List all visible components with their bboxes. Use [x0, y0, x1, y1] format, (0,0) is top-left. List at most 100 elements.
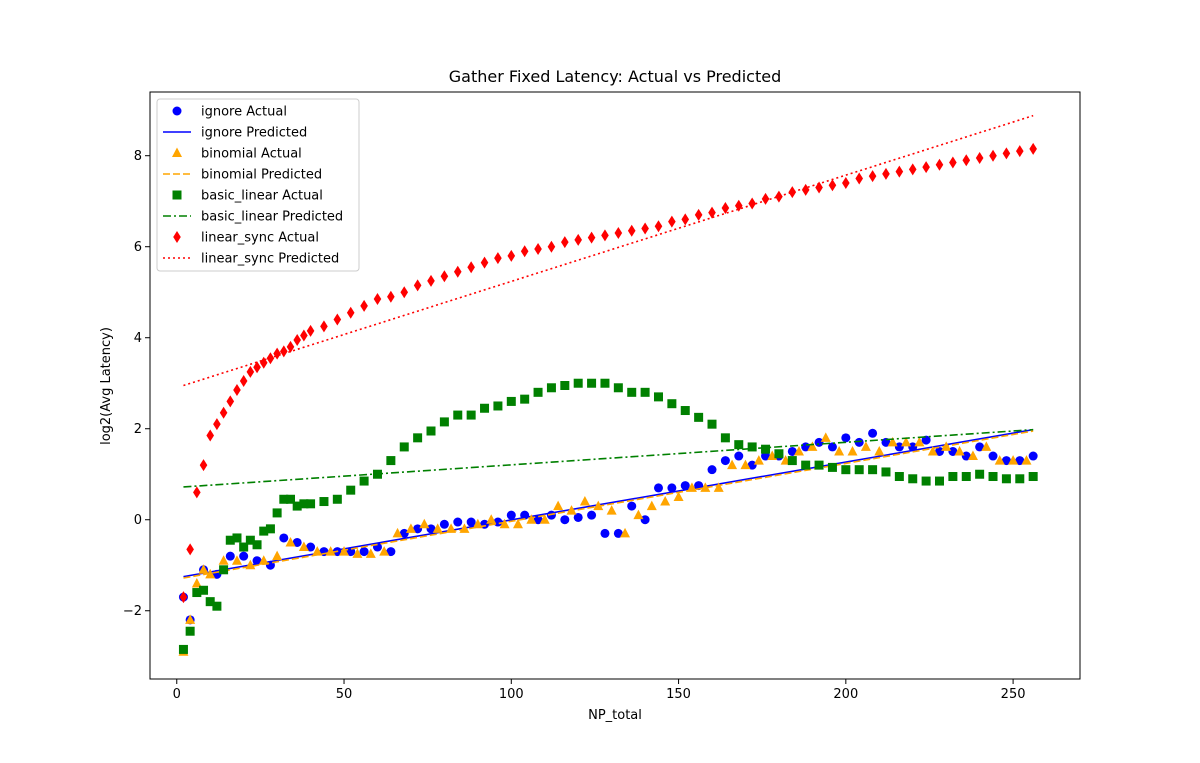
ignore-actual-point — [948, 446, 958, 456]
binomial-actual-point — [365, 548, 376, 558]
binomial-actual-point — [1008, 455, 1019, 465]
binomial-actual-point — [994, 455, 1005, 465]
linear-sync-predicted-series — [183, 114, 1034, 387]
linear-sync-actual-point — [373, 293, 382, 306]
ignore-actual-point — [560, 515, 570, 525]
basic-linear-actual-point — [694, 412, 704, 422]
ignore-actual-point — [439, 519, 449, 529]
y-tick-label: 2 — [134, 422, 142, 437]
linear-sync-actual-point — [601, 229, 609, 242]
legend-label: binomial Actual — [201, 147, 302, 162]
linear-sync-actual-point — [949, 156, 957, 169]
binomial-actual-point — [727, 459, 738, 470]
binomial-actual-point — [405, 523, 416, 533]
ignore-actual-point — [587, 510, 597, 520]
basic-linear-actual-point — [948, 472, 958, 482]
linear-sync-actual-point — [494, 252, 502, 265]
binomial-actual-point — [633, 509, 644, 520]
linear-sync-actual-point — [989, 149, 997, 162]
ignore-actual-point — [734, 451, 744, 461]
basic-linear-actual-point — [413, 433, 423, 443]
basic-linear-actual-point — [439, 417, 449, 427]
linear-sync-actual-point — [193, 486, 201, 499]
binomial-actual-point — [298, 541, 309, 552]
linear-sync-actual-point — [694, 208, 703, 221]
ignore-actual-point — [868, 428, 878, 438]
linear-sync-actual-point — [882, 167, 890, 180]
linear-sync-actual-point — [206, 429, 215, 442]
binomial-actual-point — [566, 505, 577, 515]
linear-sync-actual-point — [226, 395, 235, 408]
linear-sync-actual-point — [614, 227, 623, 240]
ignore-actual-point — [292, 537, 302, 547]
basic-linear-predicted-line — [183, 428, 1034, 488]
basic-linear-actual-point — [613, 383, 623, 393]
ignore-actual-point — [814, 437, 824, 447]
legend-entry-linear-sync-predicted: linear_sync Predicted — [163, 252, 339, 267]
ignore-actual-point — [506, 510, 516, 520]
basic-linear-actual-point — [453, 410, 463, 420]
ignore-actual-point — [988, 451, 998, 461]
basic-linear-actual-point — [225, 535, 235, 545]
binomial-actual-point — [820, 432, 831, 442]
plot-frame — [149, 91, 1081, 680]
legend-entry-basic-linear-predicted: basic_linear Predicted — [163, 210, 343, 225]
basic-linear-actual-point — [881, 467, 891, 477]
binomial-predicted-series — [183, 430, 1034, 579]
basic-linear-actual-point — [827, 462, 837, 472]
binomial-actual-point — [579, 496, 590, 506]
linear-sync-actual-point — [239, 374, 248, 387]
linear-sync-actual-point — [962, 154, 971, 167]
legend-label: linear_sync Predicted — [201, 252, 339, 267]
y-tick-label: 8 — [134, 149, 142, 164]
basic-linear-actual-point — [1001, 474, 1011, 484]
linear-sync-actual-point — [346, 306, 355, 319]
axis-ticks: 0 50 100 150 200 250 −2 0 2 4 6 8 — [123, 149, 1026, 702]
binomial-actual-point — [834, 445, 845, 456]
legend-label: ignore Actual — [201, 105, 287, 120]
y-axis-label: log2(Avg Latency) — [99, 327, 114, 445]
ignore-actual-point — [225, 551, 235, 561]
basic-linear-actual-point — [894, 472, 904, 482]
legend-entry-ignore-predicted: ignore Predicted — [163, 126, 307, 141]
linear-sync-actual-point — [286, 340, 295, 353]
legend-label: basic_linear Predicted — [201, 210, 343, 225]
binomial-actual-point — [887, 436, 898, 447]
basic-linear-actual-point — [761, 444, 771, 454]
ignore-actual-point — [975, 442, 985, 452]
basic-linear-actual-point — [787, 456, 797, 466]
binomial-actual-point — [191, 577, 202, 588]
binomial-actual-point — [620, 527, 631, 538]
linear-sync-actual-point — [748, 197, 756, 210]
binomial-actual-point — [392, 527, 403, 538]
x-tick-label: 0 — [173, 687, 181, 702]
legend-marker — [173, 231, 181, 243]
linear-sync-actual-point — [360, 299, 368, 312]
linear-sync-actual-point — [654, 220, 663, 233]
binomial-actual-point — [526, 514, 537, 524]
binomial-actual-point — [740, 459, 751, 470]
linear-sync-actual-point — [520, 245, 529, 258]
ignore-actual-point — [359, 547, 369, 557]
ignore-actual-point — [1001, 456, 1011, 466]
linear-sync-actual-point — [293, 333, 301, 346]
ignore-actual-point — [386, 547, 396, 557]
linear-sync-actual-point — [908, 163, 917, 176]
basic-linear-actual-point — [680, 406, 690, 416]
basic-linear-actual-point — [219, 565, 229, 575]
x-tick-label: 50 — [336, 687, 353, 702]
basic-linear-actual-point — [332, 494, 342, 504]
ignore-actual-point — [961, 451, 971, 461]
linear-sync-actual-point — [1029, 142, 1037, 155]
basic-linear-actual-point — [520, 394, 530, 404]
basic-linear-actual-point — [185, 626, 195, 636]
basic-linear-actual-point — [546, 383, 556, 393]
ignore-actual-point — [627, 501, 637, 511]
legend-entry-basic-linear-actual: basic_linear Actual — [172, 189, 323, 204]
linear-sync-actual-point — [453, 265, 462, 278]
binomial-actual-point — [1021, 455, 1032, 465]
y-tick-label: 4 — [134, 331, 142, 346]
legend-label: linear_sync Actual — [201, 231, 319, 246]
binomial-actual-point — [847, 445, 858, 456]
linear-sync-actual-point — [788, 186, 797, 199]
